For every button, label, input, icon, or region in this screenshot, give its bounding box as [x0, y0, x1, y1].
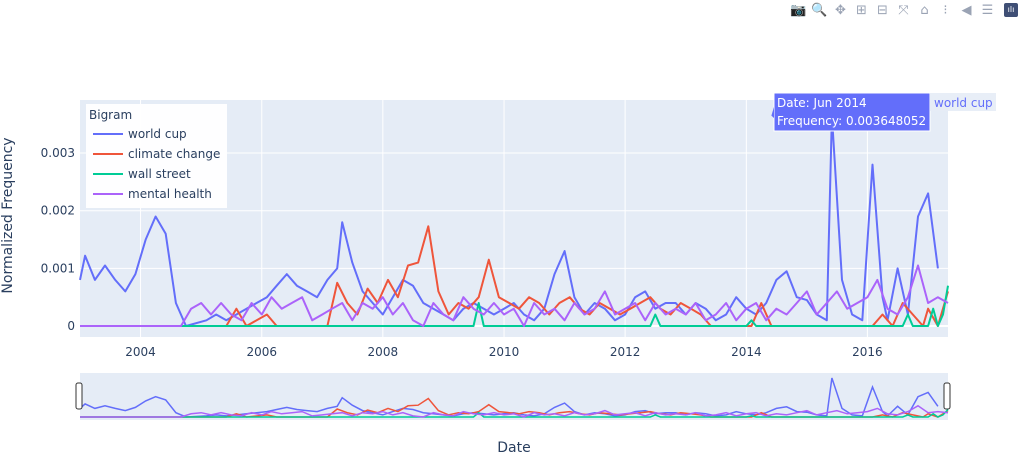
- y-axis-title: Normalized Frequency: [0, 137, 16, 293]
- y-tick-label: 0: [67, 319, 75, 333]
- legend-label: world cup: [128, 127, 187, 141]
- spike-lines-icon[interactable]: ⁝: [943, 2, 948, 18]
- autoscale-icon[interactable]: ⤧: [898, 2, 909, 18]
- hover-pointer: [771, 107, 774, 118]
- legend-title: Bigram: [89, 108, 132, 122]
- camera-icon[interactable]: 📷: [790, 2, 807, 18]
- zoom-in-icon[interactable]: ⊞: [856, 2, 867, 18]
- zoom-out-icon[interactable]: ⊟: [877, 2, 888, 18]
- range-slider[interactable]: [75, 373, 951, 420]
- hover-box: [773, 92, 931, 132]
- series-line-mental-health: [80, 264, 949, 327]
- legend-item-world-cup[interactable]: world cup: [93, 127, 187, 141]
- rangeslider-left-handle[interactable]: [75, 382, 83, 410]
- hover-closest-icon[interactable]: ◀: [961, 2, 972, 18]
- y-tick-label: 0.002: [41, 204, 75, 218]
- rangeslider-line-mental-health: [80, 404, 949, 418]
- legend: Bigram world cup climate change wall street…: [86, 104, 227, 208]
- x-tick-label: 2014: [731, 345, 762, 359]
- x-axis-title: Date: [497, 440, 530, 453]
- legend-label: climate change: [128, 147, 220, 161]
- legend-background: [86, 104, 227, 208]
- hover-series-name: world cup: [934, 96, 993, 110]
- modebar: 📷 🔍 ✥ ⊞ ⊟ ⤧ ⌂ ⁝ ◀ ☰ ılı: [788, 0, 1024, 20]
- series-lines: [79, 114, 949, 327]
- legend-label: mental health: [128, 187, 212, 201]
- x-tick-label: 2010: [489, 345, 520, 359]
- y-axis-ticks: 0 0.001 0.002 0.003: [41, 146, 75, 333]
- zoom-icon[interactable]: 🔍: [811, 2, 828, 18]
- y-tick-label: 0.003: [41, 146, 75, 160]
- home-icon[interactable]: ⌂: [920, 2, 929, 18]
- x-tick-label: 2016: [852, 345, 883, 359]
- hover-compare-icon[interactable]: ☰: [981, 2, 994, 18]
- legend-label: wall street: [128, 167, 191, 181]
- hover-line: Frequency: 0.003648052: [777, 114, 926, 128]
- pan-icon[interactable]: ✥: [835, 2, 846, 18]
- rangeslider-line-wall-street: [80, 408, 949, 418]
- plotly-logo-icon[interactable]: ılı: [998, 0, 1024, 20]
- hover-tooltip: Date: Jun 2014 Frequency: 0.003648052 worl…: [771, 92, 996, 132]
- x-axis-ticks: 2004 2006 2008 2010 2012 2014 2016: [125, 345, 882, 359]
- x-tick-label: 2006: [246, 345, 277, 359]
- y-tick-label: 0.001: [41, 261, 75, 275]
- x-tick-label: 2004: [125, 345, 156, 359]
- series-line-wall-street: [80, 285, 949, 327]
- x-tick-label: 2012: [610, 345, 641, 359]
- legend-item-wall-street[interactable]: wall street: [93, 167, 191, 181]
- hover-line: Date: Jun 2014: [777, 96, 867, 110]
- hover-name-box: [930, 93, 996, 111]
- rangeslider-right-handle[interactable]: [943, 382, 951, 410]
- legend-item-mental-health[interactable]: mental health: [93, 187, 212, 201]
- x-tick-label: 2008: [368, 345, 399, 359]
- legend-item-climate-change[interactable]: climate change: [93, 147, 220, 161]
